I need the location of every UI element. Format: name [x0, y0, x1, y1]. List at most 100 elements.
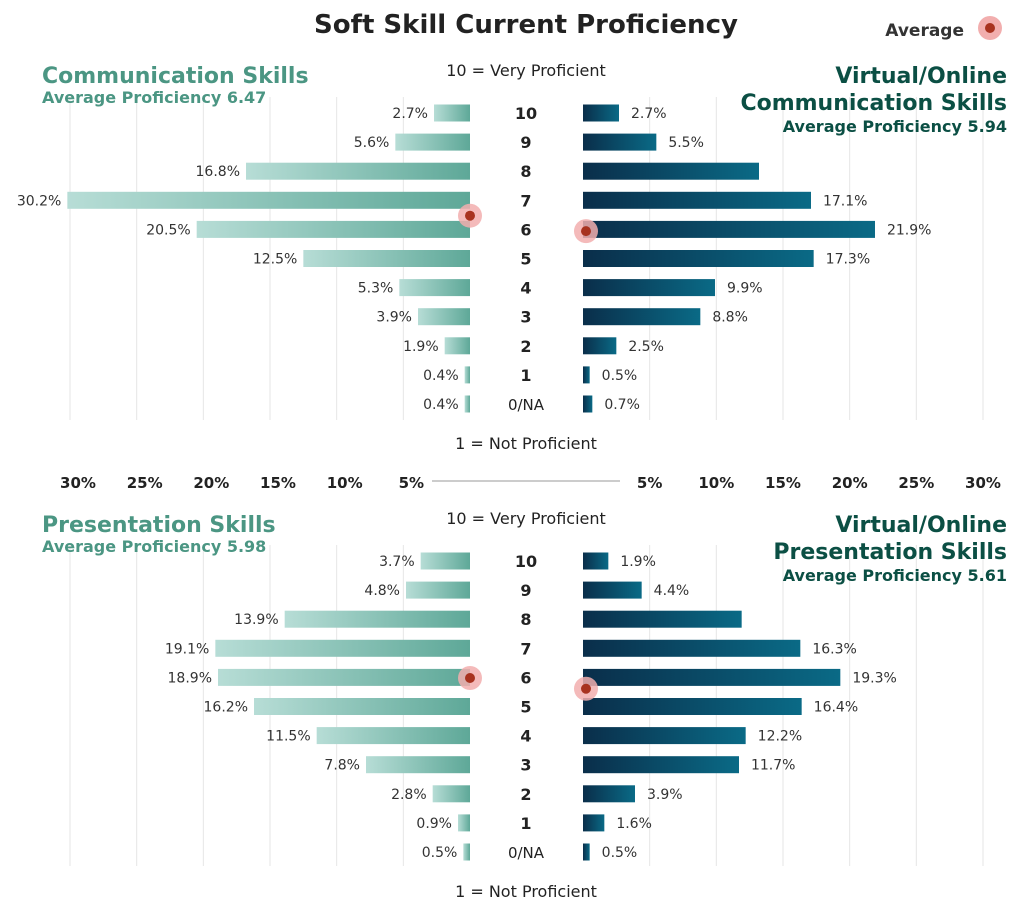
category-label: 8 — [520, 610, 531, 629]
left-panel-subtitle: Average Proficiency 6.47 — [42, 88, 266, 107]
scale-bottom-label: 1 = Not Proficient — [455, 882, 597, 901]
bar-value-label-right: 8.8% — [712, 310, 748, 326]
average-marker-left — [465, 672, 475, 683]
tick-label-right: 10% — [698, 474, 734, 492]
bar-left — [215, 639, 470, 657]
bar-value-label-left: 30.2% — [17, 193, 61, 209]
bar-value-label-left: 0.5% — [422, 845, 458, 861]
bar-left — [395, 133, 470, 151]
left-panel-subtitle: Average Proficiency 5.98 — [42, 537, 266, 556]
bar-value-label-right: 1.6% — [616, 816, 652, 832]
bar-left — [316, 727, 470, 745]
chart-title: Soft Skill Current Proficiency — [314, 10, 738, 40]
tick-label-right: 20% — [832, 474, 868, 492]
bar-right — [583, 133, 657, 151]
bar-right — [583, 191, 811, 209]
tick-label-left: 25% — [127, 474, 163, 492]
bar-left — [284, 610, 470, 628]
bar-value-label-left: 5.6% — [354, 135, 390, 151]
bar-right — [583, 843, 590, 861]
bar-left — [218, 668, 470, 686]
bar-value-label-right: 0.5% — [602, 845, 638, 861]
left-panel-title: Communication Skills — [42, 64, 309, 89]
bar-value-label-left: 12.5% — [253, 252, 297, 268]
average-marker-left — [465, 210, 475, 221]
bar-left — [366, 756, 470, 774]
category-label: 2 — [520, 785, 531, 804]
bar-value-label-left: 11.5% — [266, 729, 310, 745]
scale-top-label: 10 = Very Proficient — [446, 509, 606, 528]
scale-top-label: 10 = Very Proficient — [446, 61, 606, 80]
bar-value-label-right: 2.7% — [631, 106, 667, 122]
bar-right — [583, 366, 590, 384]
bar-value-label-right: 9.9% — [727, 281, 763, 297]
bar-left — [463, 843, 470, 861]
bar-right — [583, 337, 617, 355]
bar-value-label-right: 21.9% — [887, 222, 931, 238]
bar-value-label-left: 4.8% — [364, 583, 400, 599]
tick-label-left: 10% — [327, 474, 363, 492]
category-label: 5 — [520, 698, 531, 717]
bar-left — [196, 220, 470, 238]
category-label: 6 — [520, 220, 531, 239]
tick-label-right: 30% — [965, 474, 1001, 492]
bar-value-label-left: 0.4% — [423, 368, 459, 384]
bar-value-label-left: 19.1% — [165, 641, 209, 657]
tick-label-left: 20% — [193, 474, 229, 492]
bar-value-label-left: 7.8% — [324, 758, 360, 774]
bar-left — [420, 552, 470, 570]
category-label: 10 — [515, 552, 537, 571]
category-label: 0/NA — [508, 844, 545, 862]
category-label: 3 — [520, 756, 531, 775]
bar-value-label-right: 4.4% — [654, 583, 690, 599]
bar-left — [67, 191, 471, 209]
category-label: 10 — [515, 104, 537, 123]
bar-value-label-left: 20.5% — [146, 222, 190, 238]
bar-left — [418, 308, 470, 326]
bar-right — [583, 814, 605, 832]
bar-left — [406, 581, 470, 599]
category-label: 8 — [520, 162, 531, 181]
left-panel-title: Presentation Skills — [42, 513, 276, 538]
bar-left — [464, 366, 470, 384]
bar-value-label-right: 0.5% — [602, 368, 638, 384]
category-label: 6 — [520, 668, 531, 687]
bar-value-label-right: 3.9% — [647, 787, 683, 803]
bar-value-label-right: 1.9% — [620, 554, 656, 570]
bar-value-label-left: 16.2% — [204, 700, 248, 716]
right-panel-title-line2: Communication Skills — [740, 91, 1007, 116]
category-label: 1 — [520, 366, 531, 385]
bar-value-label-left: 13.9% — [234, 612, 278, 628]
bar-right — [583, 727, 746, 745]
bar-left — [303, 250, 470, 267]
bar-value-label-left: 16.8% — [196, 164, 240, 180]
legend: Average — [885, 16, 1002, 41]
bar-value-label-left: 2.7% — [392, 106, 428, 122]
tick-label-left: 15% — [260, 474, 296, 492]
bar-left — [444, 337, 470, 355]
bar-right — [583, 308, 701, 326]
tick-label-right: 25% — [898, 474, 934, 492]
category-label: 9 — [520, 581, 531, 600]
tick-label-right: 5% — [637, 474, 662, 492]
bar-value-label-right: 12.2% — [758, 729, 802, 745]
bar-left — [432, 785, 470, 803]
right-panel-title-line2: Presentation Skills — [773, 540, 1007, 565]
bar-left — [254, 698, 470, 715]
scale-bottom-label: 1 = Not Proficient — [455, 434, 597, 453]
bar-value-label-right: 11.7% — [751, 758, 795, 774]
bar-value-label-right: 0.7% — [604, 397, 640, 413]
bar-right — [583, 756, 739, 774]
right-panel-title-line1: Virtual/Online — [835, 513, 1007, 538]
bar-left — [246, 162, 470, 180]
bar-value-label-left: 3.9% — [376, 310, 412, 326]
category-label: 7 — [520, 639, 531, 658]
bar-right — [583, 104, 619, 122]
bar-right — [583, 785, 635, 803]
bar-value-label-left: 0.9% — [416, 816, 452, 832]
bar-right — [583, 395, 593, 413]
average-marker-right — [581, 683, 591, 694]
tick-label-left: 5% — [399, 474, 424, 492]
bar-value-label-right: 2.5% — [628, 339, 664, 355]
